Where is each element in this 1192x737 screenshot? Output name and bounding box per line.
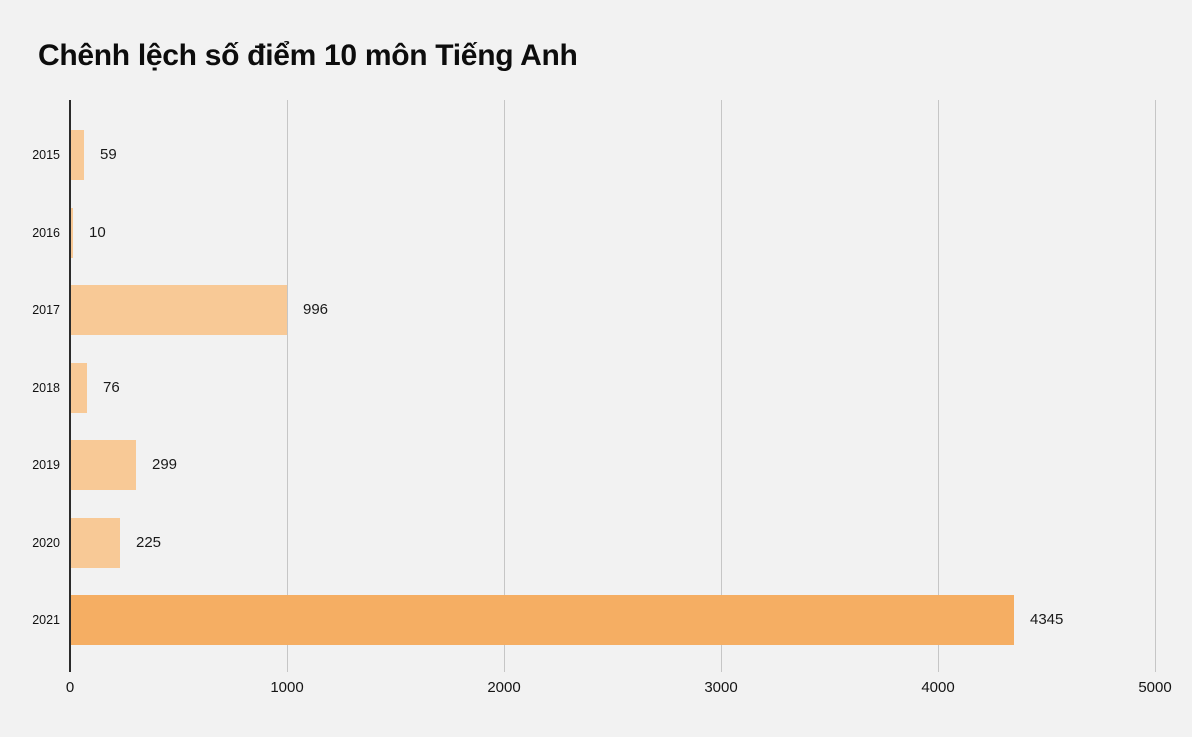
bar-chart-plot: 2015 59 2016 10 2017 996 2018 76 2019 299 2020 225 2… [32, 100, 1172, 696]
x-tick-label-2000: 2000 [487, 679, 521, 696]
value-label-2018: 76 [103, 378, 120, 396]
y-axis-line [69, 100, 71, 672]
bar-row-2015: 2015 59 [32, 130, 1155, 180]
value-label-2020: 225 [136, 533, 162, 551]
x-tick-label-1000: 1000 [270, 679, 304, 696]
bar-row-2021: 2021 4345 [32, 595, 1155, 645]
category-label-2020: 2020 [32, 535, 60, 550]
category-label-2016: 2016 [32, 225, 60, 240]
bar-2016 [71, 207, 73, 258]
value-label-2015: 59 [100, 146, 117, 163]
bar-row-2020: 2020 225 [32, 517, 1155, 568]
category-label-2017: 2017 [32, 303, 60, 317]
bar-row-2019: 2019 299 [32, 440, 1155, 490]
category-label-2015: 2015 [32, 148, 60, 162]
gridline-3000 [721, 100, 722, 672]
bar-2017 [71, 285, 287, 335]
category-label-2018: 2018 [32, 380, 60, 395]
value-label-2019: 299 [152, 456, 178, 473]
bar-row-2018: 2018 76 [32, 362, 1155, 413]
value-label-2016: 10 [89, 223, 106, 241]
bar-2018 [71, 362, 87, 413]
category-label-2021: 2021 [32, 613, 60, 627]
category-label-2019: 2019 [32, 458, 60, 472]
gridline-5000 [1155, 100, 1156, 672]
value-label-2021: 4345 [1030, 611, 1064, 628]
bar-2015 [71, 130, 84, 180]
bar-row-2017: 2017 996 [32, 285, 1155, 335]
bar-2021 [71, 595, 1014, 645]
gridline-4000 [938, 100, 939, 672]
x-tick-label-0: 0 [65, 679, 75, 696]
gridline-2000 [504, 100, 505, 672]
value-label-2017: 996 [303, 301, 329, 318]
chart-title: Chênh lệch số điểm 10 môn Tiếng Anh [38, 39, 578, 72]
x-tick-label-5000: 5000 [1138, 679, 1172, 696]
bar-2020 [71, 517, 120, 568]
gridline-1000 [287, 100, 288, 672]
bar-2019 [71, 440, 136, 490]
x-tick-label-4000: 4000 [921, 679, 955, 696]
bar-row-2016: 2016 10 [32, 207, 1155, 258]
x-tick-label-3000: 3000 [704, 679, 738, 696]
